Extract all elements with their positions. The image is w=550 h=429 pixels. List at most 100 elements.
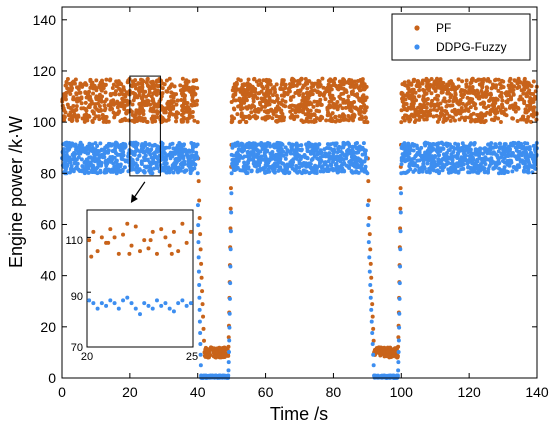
ddpg-fuzzy-point (267, 158, 272, 163)
ddpg-fuzzy-point (234, 160, 239, 165)
pf-point (424, 117, 429, 122)
pf-point (270, 93, 275, 98)
pf-point (457, 117, 462, 122)
inset-pf-point (87, 238, 92, 243)
ddpg-fuzzy-point (75, 161, 80, 166)
ddpg-fuzzy-point (493, 142, 498, 147)
pf-point (133, 116, 138, 121)
pf-point (129, 109, 134, 114)
ddpg-fuzzy-point (255, 169, 260, 174)
ddpg-fuzzy-point (116, 152, 121, 157)
inset-pf-point (169, 251, 174, 256)
ddpg-fuzzy-point (489, 161, 494, 166)
pf-point (456, 84, 461, 89)
pf-point (260, 116, 265, 121)
ddpg-fuzzy-point (498, 146, 503, 151)
pf-point (136, 88, 141, 93)
ddpg-fuzzy-point (311, 151, 316, 156)
pf-point (513, 109, 518, 114)
ddpg-fuzzy-point (258, 160, 263, 165)
ddpg-fuzzy-point (221, 373, 226, 378)
pf-point (64, 83, 69, 88)
ddpg-fuzzy-point (366, 223, 371, 228)
ddpg-fuzzy-point (423, 150, 428, 155)
ddpg-fuzzy-point (514, 146, 519, 151)
pf-point (339, 114, 344, 119)
ddpg-fuzzy-point (329, 163, 334, 168)
ddpg-fuzzy-point (202, 374, 207, 379)
pf-point (333, 115, 338, 120)
pf-point (435, 93, 440, 98)
pf-point (122, 106, 127, 111)
ddpg-fuzzy-point (476, 170, 481, 175)
ddpg-fuzzy-point (239, 168, 244, 173)
ddpg-fuzzy-point (357, 157, 362, 162)
pf-point (275, 118, 280, 123)
pf-point (345, 98, 350, 103)
ddpg-fuzzy-point (226, 368, 231, 373)
ddpg-fuzzy-point (287, 141, 292, 146)
ddpg-fuzzy-point (475, 163, 480, 168)
inset-pf-point (148, 238, 153, 243)
pf-point (74, 116, 79, 121)
inset-pf-point (180, 221, 185, 226)
pf-point (468, 115, 473, 120)
ddpg-fuzzy-point (347, 166, 352, 171)
ddpg-fuzzy-point (533, 149, 538, 154)
pf-point (300, 98, 305, 103)
inset-pf-point (106, 240, 111, 245)
ddpg-fuzzy-point (444, 142, 449, 147)
pf-point (263, 104, 268, 109)
zoom-arrow (133, 181, 146, 199)
ddpg-fuzzy-point (106, 148, 111, 153)
inset-pf-point (142, 238, 147, 243)
ddpg-fuzzy-point (322, 147, 327, 152)
pf-point (175, 98, 180, 103)
pf-point (115, 111, 120, 116)
pf-point (454, 111, 459, 116)
pf-point (195, 86, 200, 91)
pf-point (429, 91, 434, 96)
ddpg-fuzzy-point (496, 149, 501, 154)
ddpg-fuzzy-point (198, 331, 203, 336)
ddpg-fuzzy-point (239, 141, 244, 146)
y-tick-label: 0 (48, 370, 56, 386)
pf-point (306, 119, 311, 124)
ddpg-fuzzy-point (259, 140, 264, 145)
pf-point (97, 117, 102, 122)
ddpg-fuzzy-point (277, 154, 282, 159)
pf-point (476, 91, 481, 96)
ddpg-fuzzy-point (359, 166, 364, 171)
pf-point (326, 82, 331, 87)
legend: PF DDPG-Fuzzy (391, 13, 531, 61)
ddpg-fuzzy-point (245, 154, 250, 159)
pf-point (291, 84, 296, 89)
inset-ytick-110: 110 (65, 235, 83, 247)
ddpg-fuzzy-point (504, 149, 509, 154)
pf-point (312, 120, 317, 125)
ddpg-fuzzy-point (176, 168, 181, 173)
pf-point (471, 101, 476, 106)
pf-point (399, 120, 404, 125)
ddpg-fuzzy-point (481, 146, 486, 151)
ddpg-fuzzy-point (287, 170, 292, 175)
y-tick-label: 140 (33, 12, 57, 28)
pf-point (339, 92, 344, 97)
ddpg-fuzzy-point (371, 363, 376, 368)
pf-point (464, 78, 469, 83)
ddpg-fuzzy-point (190, 167, 195, 172)
ddpg-fuzzy-point (423, 140, 428, 145)
pf-point (433, 89, 438, 94)
inset-zoom-plot: 110 90 70 20 25 (65, 209, 198, 363)
pf-point (359, 80, 364, 85)
inset-pf-point (89, 254, 94, 259)
ddpg-fuzzy-point (466, 150, 471, 155)
pf-point (113, 89, 118, 94)
pf-point (275, 104, 280, 109)
ddpg-fuzzy-point (350, 170, 355, 175)
ddpg-fuzzy-point (359, 163, 364, 168)
ddpg-fuzzy-point (250, 157, 255, 162)
pf-point (264, 101, 269, 106)
x-tick-label: 100 (390, 384, 414, 400)
ddpg-fuzzy-point (524, 165, 529, 170)
